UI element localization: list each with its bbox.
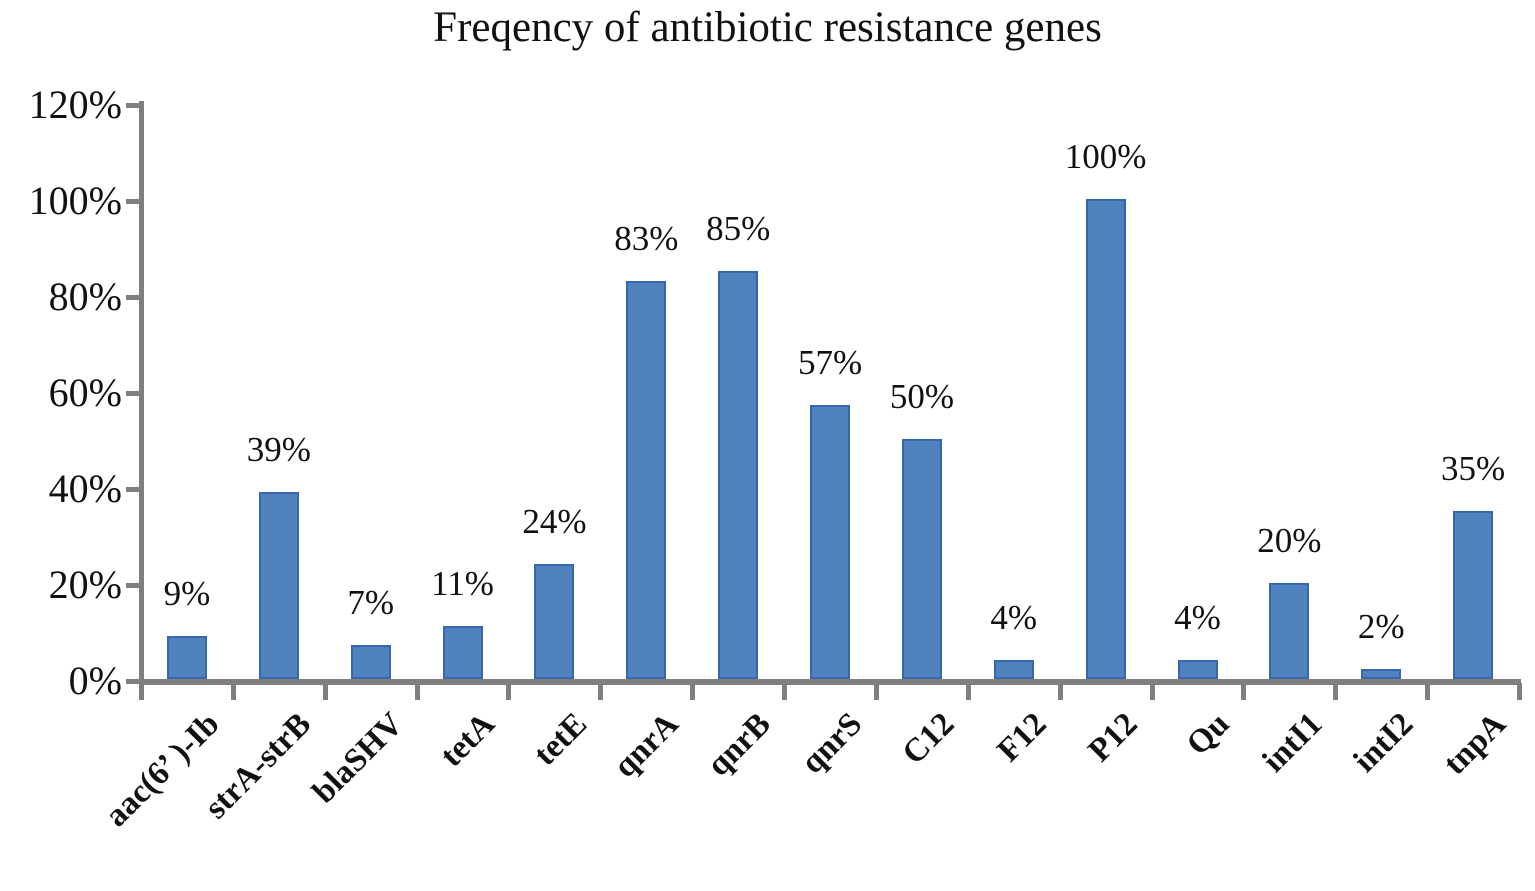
- bar: [1177, 659, 1218, 679]
- bar: [1269, 583, 1310, 679]
- x-axis-label: intI2: [1347, 706, 1421, 780]
- x-axis-tick: [506, 683, 512, 700]
- x-axis-tick: [1241, 683, 1247, 700]
- bar-value-label: 50%: [889, 377, 954, 416]
- bar: [442, 626, 483, 679]
- x-axis-label: qnrB: [700, 706, 778, 784]
- x-axis-label: blaSHV: [305, 706, 411, 811]
- x-axis-label: tetA: [433, 706, 503, 775]
- x-axis-tick: [598, 683, 604, 700]
- bar-value-label: 100%: [1064, 137, 1147, 176]
- x-axis-tick: [782, 683, 788, 700]
- y-axis-tick: [126, 102, 141, 108]
- bar-value-label: 2%: [1357, 607, 1405, 647]
- bar: [1453, 511, 1494, 679]
- bar: [993, 659, 1034, 679]
- y-axis-tick: [126, 486, 141, 492]
- x-axis-label: F12: [990, 706, 1054, 770]
- x-axis-label: qnrA: [607, 706, 686, 785]
- y-axis-tick-label: 0%: [68, 658, 122, 703]
- y-axis-tick-label: 20%: [48, 562, 122, 607]
- bar-value-label: 4%: [990, 597, 1038, 637]
- x-axis-tick: [139, 683, 144, 700]
- y-axis-tick-label: 100%: [28, 178, 122, 223]
- bar-value-label: 83%: [614, 218, 679, 258]
- y-axis-tick: [126, 678, 141, 684]
- x-axis-label: aac(6’ )-Ib: [98, 706, 227, 835]
- x-axis-label: C12: [895, 706, 962, 772]
- bar: [901, 439, 942, 679]
- bar-value-label: 7%: [347, 583, 394, 623]
- x-axis-tick: [965, 683, 971, 700]
- x-axis-label: Qu: [1180, 706, 1237, 763]
- bar-value-label: 35%: [1441, 449, 1506, 488]
- bar: [350, 645, 391, 679]
- x-axis-tick: [1425, 683, 1431, 700]
- bar: [626, 280, 667, 679]
- x-axis-label: tetE: [526, 706, 594, 773]
- bar-value-label: 57%: [797, 343, 863, 383]
- bar-value-label: 85%: [706, 209, 771, 248]
- bar-value-label: 20%: [1257, 521, 1322, 560]
- bar-value-label: 4%: [1174, 597, 1221, 637]
- bar-value-label: 24%: [522, 501, 587, 541]
- x-axis-label: P12: [1082, 706, 1146, 770]
- bar: [718, 271, 759, 679]
- x-axis-tick: [1517, 683, 1523, 700]
- y-axis-tick: [126, 390, 141, 396]
- y-axis-tick: [126, 294, 141, 300]
- y-axis-tick-label: 60%: [48, 370, 122, 415]
- bar: [534, 563, 575, 679]
- x-axis-label: qnrS: [794, 706, 870, 781]
- y-axis-tick-label: 80%: [48, 274, 122, 319]
- y-axis-line: [139, 101, 144, 700]
- y-axis-tick: [126, 582, 141, 588]
- x-axis-tick: [690, 683, 696, 700]
- x-axis-label: intI1: [1255, 706, 1329, 780]
- x-axis-line: [139, 679, 1522, 685]
- x-axis-tick: [873, 683, 879, 700]
- x-axis-tick: [322, 683, 328, 700]
- x-axis-tick: [1149, 683, 1155, 700]
- chart-title: Freqency of antibiotic resistance genes: [433, 4, 1102, 51]
- bar: [1361, 669, 1402, 679]
- x-axis-tick: [414, 683, 420, 700]
- x-axis-tick: [1057, 683, 1063, 700]
- y-axis-tick: [126, 198, 141, 204]
- y-axis-tick-label: 40%: [48, 466, 122, 511]
- bar: [1085, 199, 1126, 679]
- bar: [810, 405, 851, 679]
- x-axis-tick: [230, 683, 236, 700]
- x-axis-label: tnpA: [1436, 706, 1513, 783]
- bar-value-label: 11%: [431, 564, 494, 604]
- bar: [258, 491, 299, 679]
- bar: [166, 635, 207, 679]
- y-axis-tick-label: 120%: [28, 82, 122, 127]
- x-axis-tick: [1333, 683, 1339, 700]
- bar-value-label: 9%: [163, 573, 211, 613]
- bar-value-label: 39%: [246, 429, 311, 469]
